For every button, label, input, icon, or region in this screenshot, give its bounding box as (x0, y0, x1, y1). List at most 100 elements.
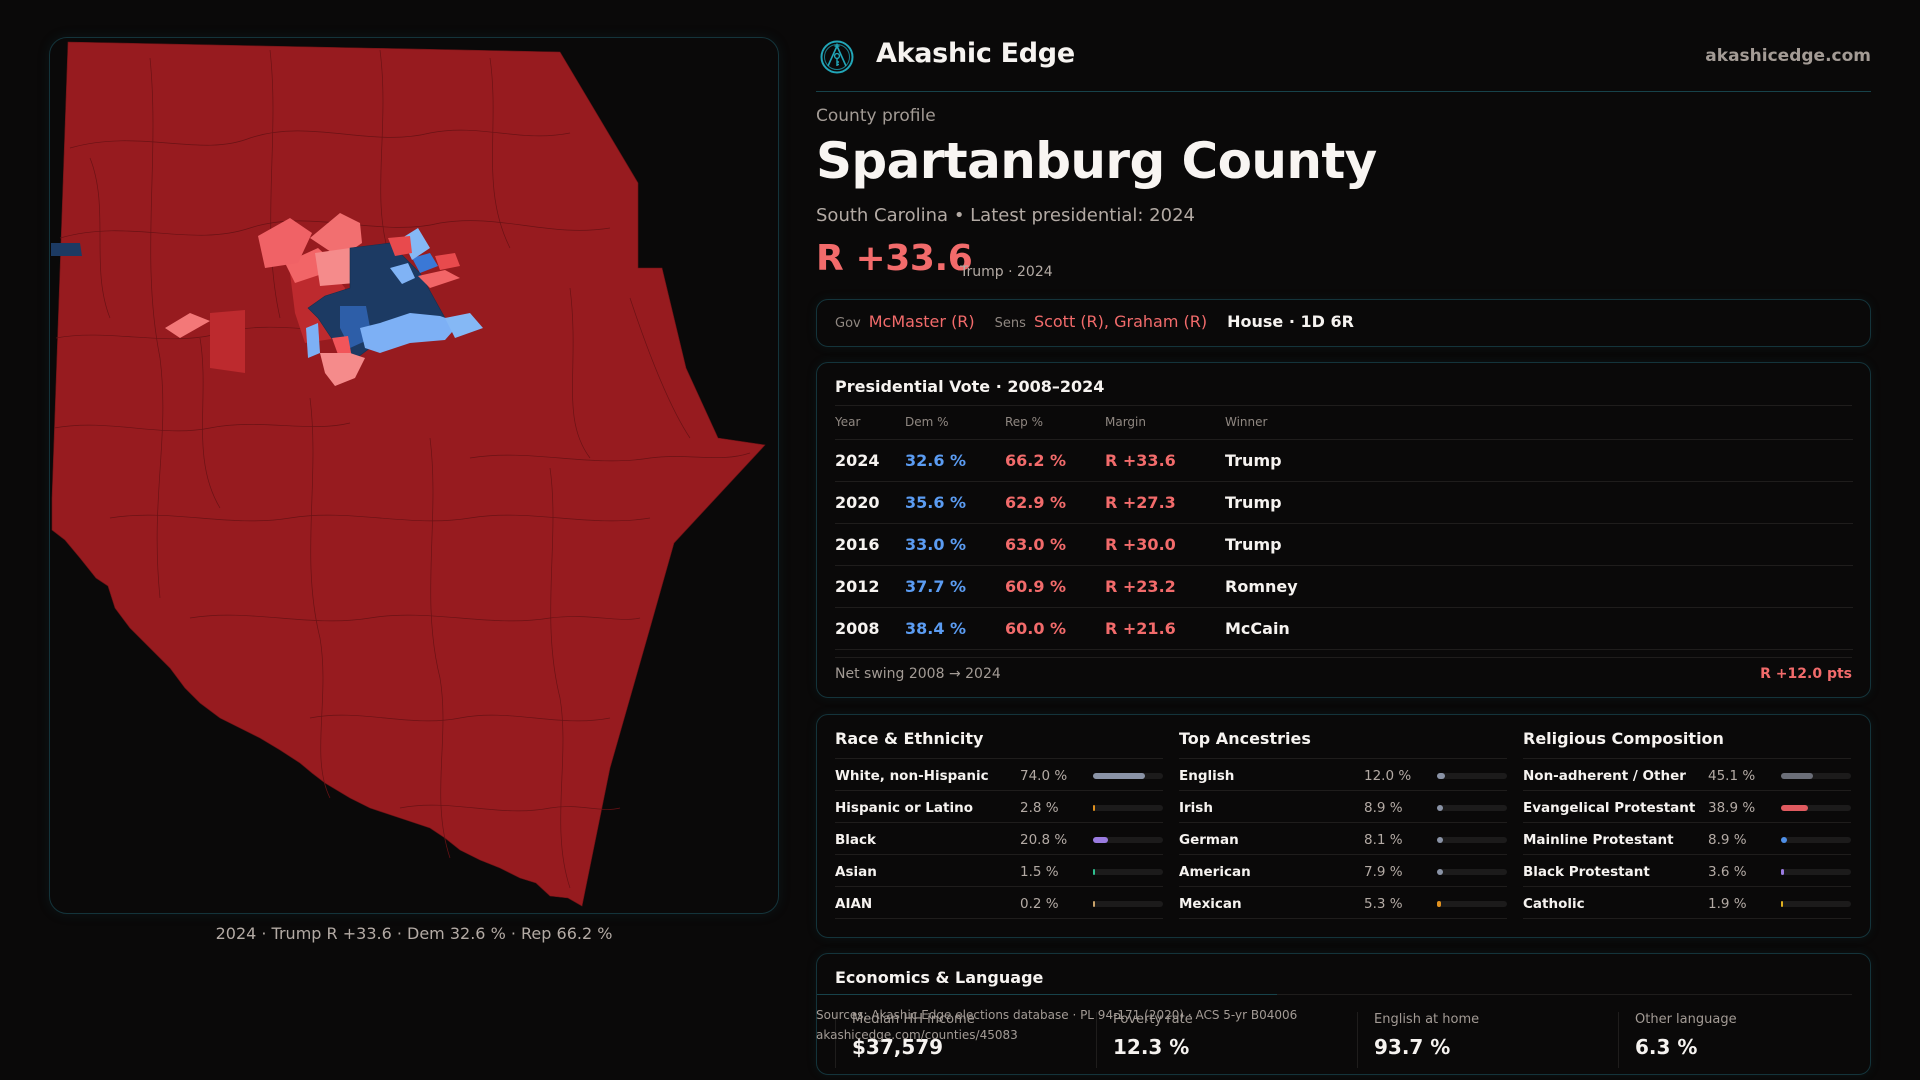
precinct-tilt-r[interactable] (418, 270, 460, 288)
bar-fill (1093, 869, 1095, 875)
precinct-map-svg[interactable] (50, 38, 779, 914)
bar-track (1437, 837, 1507, 843)
dem-pct: 35.6 % (905, 481, 1005, 524)
precinct-slight-r[interactable] (315, 248, 355, 286)
sources-footnote: Sources: Akashic Edge elections database… (816, 1005, 1297, 1045)
precinct-slight-r[interactable] (165, 313, 210, 338)
col-winner: Winner (1225, 405, 1853, 440)
bar-percent: 2.8 % (1020, 800, 1059, 816)
officials-card: Gov McMaster (R) Sens Scott (R), Graham … (816, 299, 1871, 347)
margin: R +21.6 (1105, 607, 1225, 650)
bar-percent: 5.3 % (1364, 896, 1403, 912)
precinct-lean-d[interactable] (412, 253, 438, 273)
eyebrow: County profile (816, 106, 936, 126)
card-title: Presidential Vote · 2008–2024 (835, 377, 1105, 396)
bar-fill (1093, 901, 1095, 907)
year: 2016 (835, 523, 905, 566)
precinct-slight-r[interactable] (320, 353, 365, 386)
stat-value: $37,579 (852, 1035, 944, 1059)
governor: McMaster (R) (868, 312, 975, 331)
precinct-safe-d[interactable] (51, 243, 82, 256)
bar-row: Irish 8.9 % (1179, 791, 1507, 823)
bar-fill (1093, 773, 1145, 779)
precinct-tilt-r[interactable] (310, 213, 362, 258)
bar-percent: 8.9 % (1364, 800, 1403, 816)
bar-row: Hispanic or Latino 2.8 % (835, 791, 1163, 823)
divider (835, 994, 1852, 995)
dem-pct: 33.0 % (905, 523, 1005, 566)
precinct-slight-d[interactable] (445, 313, 483, 338)
precinct-slight-d[interactable] (306, 323, 320, 358)
bar-fill (1781, 805, 1809, 811)
rep-pct: 62.9 % (1005, 481, 1105, 524)
bar-label: English (1179, 768, 1235, 784)
precinct-likely-r[interactable] (210, 310, 245, 373)
bar-row: Asian 1.5 % (835, 855, 1163, 887)
map-caption: 2024 · Trump R +33.6 · Dem 32.6 % · Rep … (215, 924, 613, 943)
stat-value: 93.7 % (1374, 1035, 1451, 1059)
bar-label: Asian (835, 864, 877, 880)
bar-label: Black Protestant (1523, 864, 1650, 880)
bar-track (1093, 901, 1163, 907)
headline-margin-detail: Trump · 2024 (960, 264, 1053, 280)
county-outline (51, 41, 766, 907)
source-url[interactable]: akashicedge.com/counties/45083 (816, 1028, 1018, 1042)
bar-fill (1093, 837, 1108, 843)
economics-language-card: Economics & Language Median HH income $3… (816, 953, 1871, 1075)
bar-label: AIAN (835, 896, 873, 912)
bar-percent: 3.6 % (1708, 864, 1747, 880)
col-dem: Dem % (905, 405, 1005, 440)
col-margin: Margin (1105, 405, 1225, 440)
bar-track (1437, 773, 1507, 779)
precinct-lean-r[interactable] (435, 253, 460, 270)
winner: Trump (1225, 481, 1853, 524)
bar-row: Mainline Protestant 8.9 % (1523, 823, 1851, 855)
bar-fill (1437, 773, 1446, 779)
bar-track (1093, 773, 1163, 779)
bar-percent: 8.9 % (1708, 832, 1747, 848)
bar-row: Evangelical Protestant 38.9 % (1523, 791, 1851, 823)
site-link[interactable]: akashicedge.com (1705, 46, 1871, 66)
year: 2012 (835, 565, 905, 608)
card-title: Economics & Language (835, 968, 1044, 987)
precinct-map[interactable] (49, 37, 779, 914)
bar-percent: 20.8 % (1020, 832, 1068, 848)
bar-label: Mexican (1179, 896, 1242, 912)
col-rep: Rep % (1005, 405, 1105, 440)
precinct-slight-d[interactable] (390, 263, 415, 284)
net-swing-label: Net swing 2008 → 2024 (835, 666, 1001, 682)
margin: R +33.6 (1105, 439, 1225, 482)
bar-percent: 0.2 % (1020, 896, 1059, 912)
net-swing-value: R +12.0 pts (1760, 666, 1852, 682)
presidential-vote-card: Presidential Vote · 2008–2024 Year Dem %… (816, 362, 1871, 698)
rep-pct: 60.0 % (1005, 607, 1105, 650)
dem-pct: 32.6 % (905, 439, 1005, 482)
rep-pct: 66.2 % (1005, 439, 1105, 482)
precinct-lean-r[interactable] (388, 236, 412, 256)
winner: Trump (1225, 439, 1853, 482)
bar-track (1093, 869, 1163, 875)
bar-label: Black (835, 832, 877, 848)
bar-fill (1437, 805, 1444, 811)
bar-label: German (1179, 832, 1239, 848)
bar-track (1781, 869, 1851, 875)
bar-track (1781, 773, 1851, 779)
bar-row: English 12.0 % (1179, 759, 1507, 791)
bar-fill (1437, 869, 1443, 875)
bar-label: Catholic (1523, 896, 1585, 912)
table-row: 2012 37.7 % 60.9 % R +23.2 Romney (835, 565, 1853, 608)
margin: R +27.3 (1105, 481, 1225, 524)
rep-pct: 63.0 % (1005, 523, 1105, 566)
precinct-tilt-r[interactable] (258, 218, 312, 268)
bar-fill (1781, 901, 1783, 907)
bar-label: Non-adherent / Other (1523, 768, 1686, 784)
bar-percent: 12.0 % (1364, 768, 1412, 784)
bar-label: Evangelical Protestant (1523, 800, 1696, 816)
stat-label: Median HH income (852, 1012, 975, 1027)
house-delegation: House · 1D 6R (1227, 312, 1354, 331)
bar-percent: 45.1 % (1708, 768, 1756, 784)
senators: Scott (R), Graham (R) (1033, 312, 1208, 331)
bar-track (1437, 805, 1507, 811)
precinct-slight-d[interactable] (360, 313, 460, 353)
bar-fill (1437, 901, 1441, 907)
